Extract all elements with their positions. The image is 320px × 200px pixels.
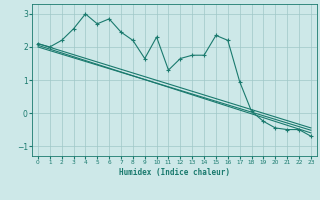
X-axis label: Humidex (Indice chaleur): Humidex (Indice chaleur) [119,168,230,177]
